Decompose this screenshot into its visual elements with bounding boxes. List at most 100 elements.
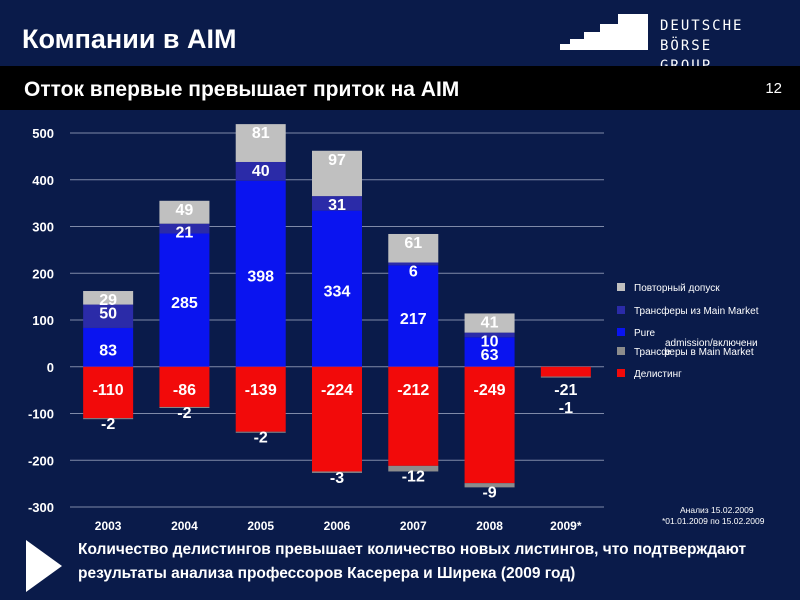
data-label-delisting: -21 [554,382,577,399]
bar-transfer_to_main [540,376,591,378]
bar-transfer_to_main [312,471,362,473]
data-label-readmission: 29 [99,292,117,309]
period-note: *01.01.2009 по 15.02.2009 [662,516,765,526]
bar-readmission [83,291,134,305]
data-label-delisting: -110 [93,382,124,399]
data-label-pure: 334 [324,284,351,301]
legend-label: admission/включени [665,338,758,349]
bar-pure [235,180,286,367]
y-tick-label: -200 [28,453,54,468]
footer-conclusion: Количество делистингов превышает количес… [78,541,747,582]
subtitle-bar: Отток впервые превышает приток на AIM 12 [0,66,800,110]
y-tick-label: 300 [32,220,54,235]
analysis-date-note: Анализ 15.02.2009 [680,505,754,515]
y-tick-label: -300 [28,500,54,515]
data-label-transfer_to_main: -2 [177,405,191,422]
data-label-delisting: -249 [474,382,506,399]
data-label-transfer_from_main: 40 [252,163,270,180]
data-label-readmission: 61 [404,235,422,252]
data-label-transfer_to_main: -3 [330,470,344,487]
legend-swatch-transfer_to_main [617,347,625,355]
page-title: Компании в AIM [22,24,237,54]
bar-readmission [464,313,515,333]
y-tick-label: 400 [32,173,54,188]
bar-transfer_from_main [312,196,362,211]
logo-line-1: DEUTSCHE BÖRSE [660,18,744,54]
data-label-transfer_from_main: 10 [481,334,499,351]
bar-delisting [159,366,210,407]
bar-pure [83,327,134,367]
bar-delisting [83,366,134,419]
data-label-transfer_to_main: -2 [254,430,268,447]
y-tick-label: 0 [47,360,54,375]
legend-swatch-pure [617,328,625,336]
bar-transfer_to_main [83,418,134,420]
footer-bar: Количество делистингов превышает количес… [0,532,800,600]
data-label-transfer_from_main: 50 [99,306,117,323]
y-tick-label: 500 [32,126,54,141]
bar-readmission [159,200,210,224]
data-label-readmission: 81 [252,125,270,142]
bar-transfer_to_main [159,406,210,408]
data-label-transfer_from_main: 6 [409,263,418,280]
bar-pure [464,337,515,367]
bar-transfer_from_main [159,223,210,234]
data-label-transfer_to_main: -2 [101,416,115,433]
legend-label: Трансферы из Main Market [634,305,759,317]
data-label-pure: 83 [99,342,117,359]
bar-transfer_from_main [235,161,286,181]
legend-label: Pure [634,328,656,339]
bar-delisting [235,366,286,432]
y-tick-label: -100 [28,407,54,422]
x-tick-label: 2005 [247,519,274,532]
y-tick-label: 200 [32,266,54,281]
bar-transfer_from_main [388,262,439,266]
play-arrow-icon [26,540,62,592]
bar-readmission [312,150,362,197]
data-label-pure: 398 [247,269,274,286]
x-tick-label: 2009* [550,519,582,532]
data-label-readmission: 49 [176,202,194,219]
data-label-pure: 285 [171,295,198,312]
data-label-transfer_to_main: -12 [402,468,425,485]
legend-swatch-delisting [617,369,625,377]
bar-transfer_from_main [464,332,515,338]
bar-transfer_to_main [464,483,515,488]
legend-label: е [665,347,671,358]
bar-transfer_from_main [83,304,134,328]
bar-pure [159,233,210,367]
page-number: 12 [765,80,782,97]
x-tick-label: 2003 [95,519,122,532]
bar-transfer_to_main [388,465,439,472]
legend-swatch-transfer_from_main [617,306,625,314]
bar-readmission [235,124,286,162]
deutsche-boerse-logo-icon [560,14,648,50]
data-label-transfer_to_main: -1 [559,400,573,417]
bar-pure [312,210,362,367]
bar-pure [388,265,439,367]
bar-delisting [540,366,591,377]
legend-label: Трансферы в Main Market [634,346,754,358]
x-tick-label: 2008 [476,519,503,532]
y-tick-label: 100 [32,313,54,328]
slide-subtitle: Отток впервые превышает приток на AIM [24,78,460,101]
header-bar: Компании в AIM DEUTSCHE BÖRSE GROUP [0,0,800,74]
data-label-delisting: -139 [245,382,277,399]
data-label-delisting: -86 [173,382,196,399]
data-label-delisting: -212 [397,382,429,399]
data-label-transfer_from_main: 31 [328,197,346,214]
bar-delisting [464,366,515,484]
legend-label: Повторный допуск [634,283,720,294]
x-tick-label: 2006 [324,519,351,532]
data-label-delisting: -224 [321,382,353,399]
bar-transfer_to_main [235,431,286,433]
bar-delisting [312,366,362,472]
data-label-pure: 63 [481,347,499,364]
bar-readmission [388,233,439,263]
data-label-readmission: 97 [328,152,346,169]
data-label-readmission: 41 [481,314,499,331]
data-label-pure: 217 [400,311,427,328]
data-label-transfer_from_main: 21 [176,225,194,242]
flow-chart: 5004003002001000-100-200-300835029-110-2… [28,124,765,532]
legend-label: Делистинг [634,369,682,380]
